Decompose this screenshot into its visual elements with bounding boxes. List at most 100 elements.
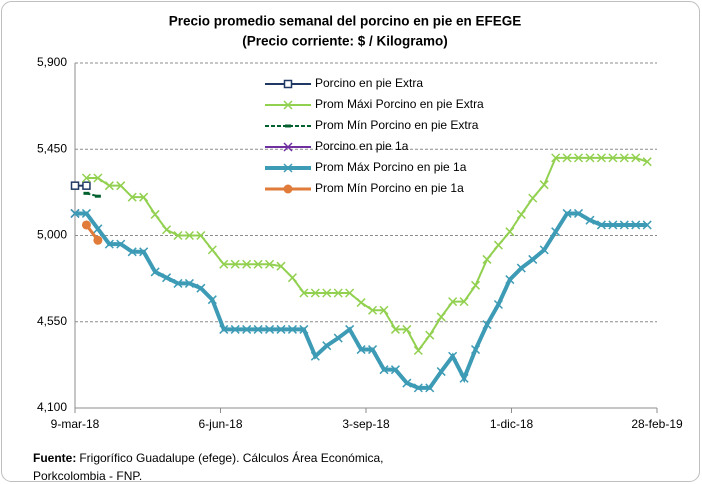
legend-marker: [283, 184, 293, 194]
marker: [322, 288, 332, 298]
marker: [70, 181, 80, 190]
marker: [356, 298, 366, 308]
marker: [242, 259, 252, 269]
legend: Porcino en pie Extra Prom Máxi Porcino en…: [265, 76, 484, 195]
marker: [436, 367, 446, 377]
marker: [402, 324, 412, 334]
legend-marker: [283, 163, 293, 173]
x-tick-label: 9-mar-18: [51, 417, 100, 431]
marker: [631, 153, 641, 163]
marker: [230, 324, 240, 334]
legend-label: Prom Máx Porcino en pie 1a: [315, 160, 467, 174]
marker: [608, 153, 618, 163]
marker: [310, 351, 320, 361]
marker: [413, 383, 423, 393]
marker: [516, 263, 526, 273]
marker: [253, 324, 263, 334]
y-tick-label: 4,550: [37, 314, 67, 328]
marker: [368, 345, 378, 355]
marker: [379, 365, 389, 375]
marker: [184, 230, 194, 241]
marker: [596, 153, 606, 163]
marker: [505, 227, 515, 237]
marker: [459, 373, 469, 383]
marker: [390, 365, 400, 375]
marker: [333, 288, 343, 298]
x-tick-label: 6-jun-18: [198, 417, 242, 431]
marker: [219, 324, 229, 334]
legend-marker: [283, 79, 293, 89]
y-tick-label: 5,450: [37, 141, 67, 155]
marker: [207, 245, 217, 255]
y-tick-label: 5,900: [37, 55, 67, 69]
marker: [425, 330, 435, 340]
marker: [425, 383, 435, 393]
x-tick-label: 28-feb-19: [631, 417, 683, 431]
marker: [184, 278, 194, 288]
marker: [81, 208, 91, 218]
marker: [276, 261, 286, 271]
marker: [162, 273, 172, 283]
marker: [196, 230, 206, 241]
marker: [539, 180, 549, 190]
marker: [608, 220, 618, 230]
marker: [139, 247, 149, 257]
marker: [493, 240, 503, 250]
marker: [322, 341, 332, 351]
marker: [471, 345, 481, 355]
marker: [333, 333, 343, 343]
marker: [104, 239, 114, 249]
marker: [642, 157, 652, 167]
marker: [265, 324, 275, 334]
marker: [528, 254, 538, 264]
marker: [93, 224, 103, 234]
marker: [150, 209, 160, 219]
marker: [93, 235, 103, 245]
marker: [471, 280, 481, 290]
marker: [299, 324, 309, 334]
legend-label: Porcino en pie Extra: [315, 76, 423, 90]
marker: [287, 273, 297, 283]
chart-subtitle: (Precio corriente: $ / Kilogramo): [242, 34, 448, 49]
marker: [139, 192, 149, 202]
marker: [93, 173, 103, 183]
marker: [287, 324, 297, 334]
marker: [219, 259, 229, 269]
marker: [482, 320, 492, 330]
marker: [116, 181, 126, 191]
marker: [242, 324, 252, 334]
marker: [516, 209, 526, 219]
legend-label: Prom Mín Porcino en pie 1a: [315, 181, 464, 195]
marker: [345, 324, 355, 334]
marker: [276, 324, 286, 334]
marker: [345, 288, 355, 298]
marker: [631, 220, 641, 230]
marker: [573, 153, 584, 163]
x-tick-label: 3-sep-18: [342, 417, 390, 431]
legend-marker: [283, 142, 293, 152]
marker: [150, 267, 160, 277]
y-tick-label: 5,000: [37, 228, 67, 242]
marker: [573, 208, 584, 218]
marker: [390, 324, 400, 334]
marker: [436, 312, 446, 322]
marker: [619, 153, 629, 163]
marker: [207, 295, 217, 305]
marker: [81, 173, 91, 183]
marker: [104, 181, 114, 191]
legend-label: Prom Máxi Porcino en pie Extra: [315, 97, 484, 111]
marker: [127, 192, 137, 202]
y-tick-label: 4,100: [37, 400, 67, 414]
marker: [585, 153, 595, 163]
marker: [448, 351, 458, 361]
marker: [642, 220, 652, 230]
marker: [162, 225, 172, 235]
marker: [562, 153, 572, 163]
legend-marker: [283, 100, 293, 110]
source-note: Fuente: Frigorífico Guadalupe (efege). Cá…: [33, 450, 384, 465]
marker: [173, 278, 183, 288]
source-text: Porkcolombia - FNP.: [33, 469, 142, 483]
marker: [402, 378, 412, 388]
marker: [356, 345, 366, 355]
